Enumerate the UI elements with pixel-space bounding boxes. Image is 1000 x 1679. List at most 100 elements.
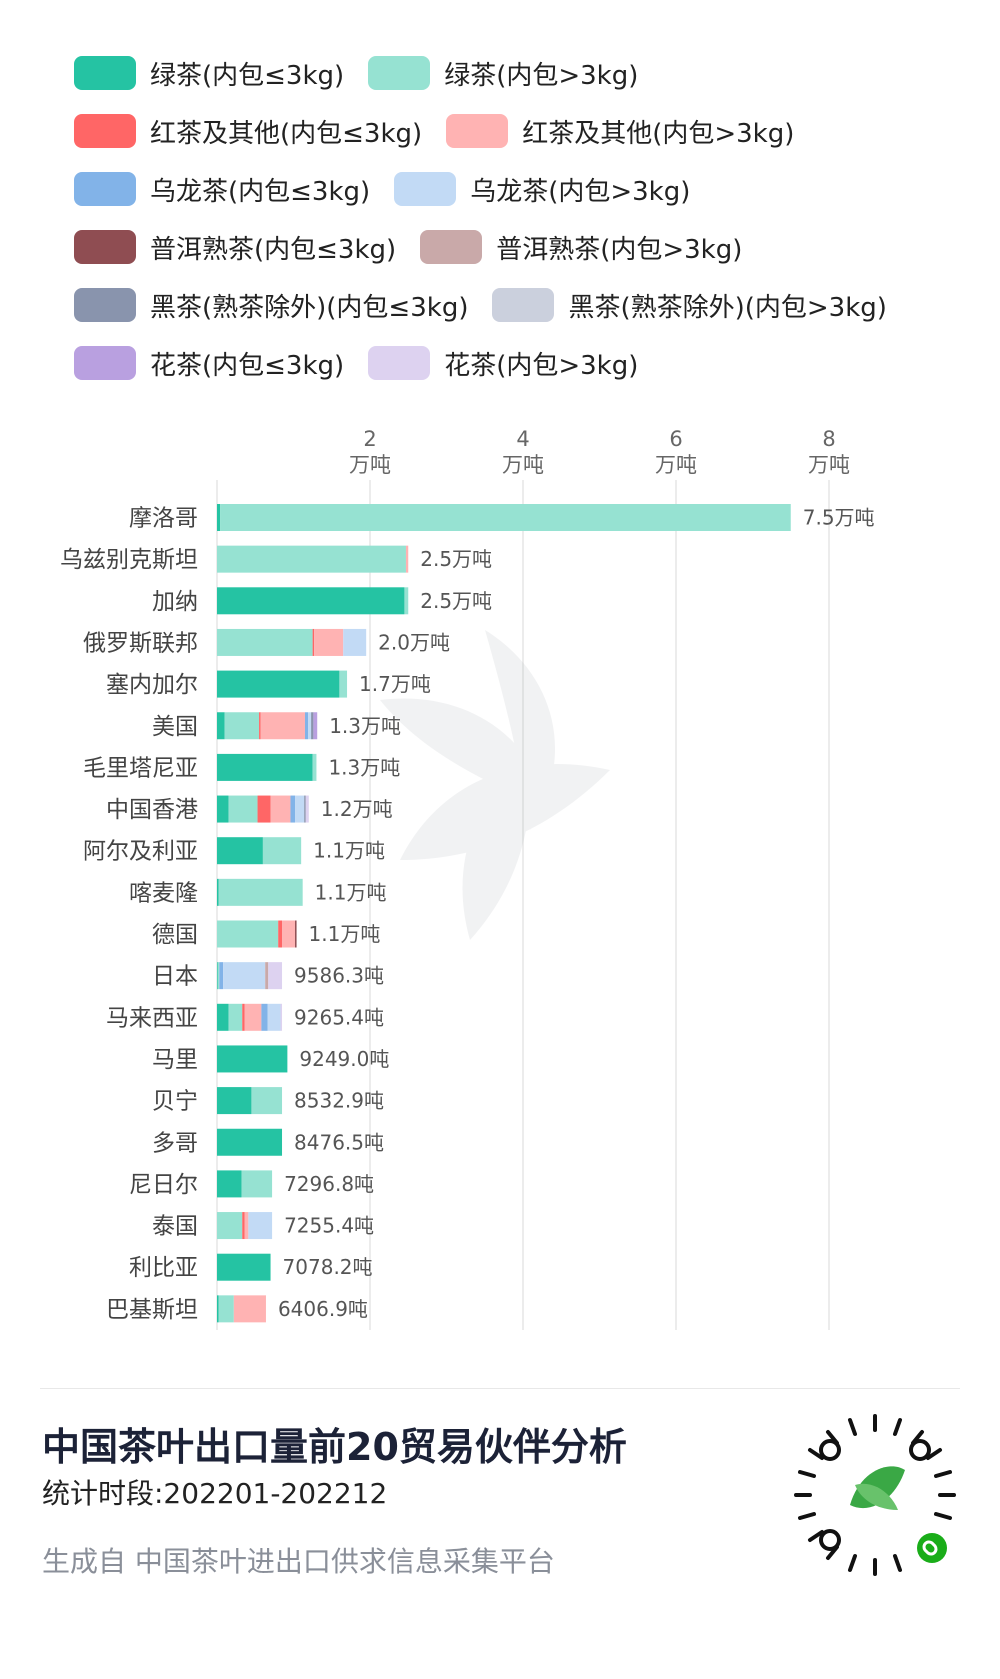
bar-segment bbox=[219, 962, 224, 990]
bar-segment bbox=[251, 1087, 283, 1115]
legend-item[interactable]: 花茶(内包≤3kg) bbox=[74, 345, 344, 382]
bar-segment bbox=[217, 1003, 229, 1031]
legend-swatch bbox=[394, 172, 457, 206]
bar-total-label: 1.7万吨 bbox=[359, 672, 431, 696]
legend-row: 花茶(内包≤3kg) 花茶(内包>3kg) bbox=[74, 334, 974, 392]
legend-swatch bbox=[446, 114, 509, 148]
bar-segment bbox=[242, 1003, 245, 1031]
legend-swatch bbox=[74, 346, 136, 380]
legend-item[interactable]: 普洱熟茶(内包≤3kg) bbox=[74, 229, 396, 266]
bar-segment bbox=[217, 670, 340, 698]
bar-segment bbox=[259, 712, 261, 740]
bar-segment bbox=[304, 712, 309, 740]
bar-segment bbox=[218, 878, 303, 906]
legend-swatch bbox=[492, 288, 555, 322]
bar-total-label: 8532.9吨 bbox=[294, 1089, 384, 1113]
category-label: 马里 bbox=[152, 1047, 198, 1073]
legend-item[interactable]: 红茶及其他(内包>3kg) bbox=[446, 113, 794, 150]
x-tick-label: 4 bbox=[516, 427, 529, 451]
legend-item[interactable]: 绿茶(内包≤3kg) bbox=[74, 55, 344, 92]
bar-segment bbox=[312, 628, 315, 656]
legend-item[interactable]: 黑茶(熟茶除外)(内包>3kg) bbox=[492, 287, 887, 324]
bar-total-label: 2.0万吨 bbox=[378, 630, 450, 654]
legend-swatch bbox=[74, 114, 136, 148]
legend-item[interactable]: 乌龙茶(内包≤3kg) bbox=[74, 171, 370, 208]
category-label: 马来西亚 bbox=[106, 1005, 198, 1031]
bar-segment bbox=[217, 962, 218, 990]
legend-label: 绿茶(内包≤3kg) bbox=[150, 60, 345, 91]
mini-program-qr-code[interactable] bbox=[790, 1410, 960, 1580]
bar-total-label: 7.5万吨 bbox=[803, 506, 875, 530]
category-label: 多哥 bbox=[152, 1130, 198, 1156]
bar-segment bbox=[228, 795, 258, 823]
legend-item[interactable]: 黑茶(熟茶除外)(内包≤3kg) bbox=[74, 287, 468, 324]
bar-segment bbox=[217, 1045, 288, 1073]
legend-label: 绿茶(内包>3kg) bbox=[444, 60, 639, 91]
category-label: 美国 bbox=[152, 714, 198, 740]
legend-row: 乌龙茶(内包≤3kg) 乌龙茶(内包>3kg) bbox=[74, 160, 974, 218]
bar-segment bbox=[217, 837, 263, 865]
bar-total-label: 1.1万吨 bbox=[315, 880, 387, 904]
legend-label: 黑茶(熟茶除外)(内包>3kg) bbox=[568, 292, 887, 323]
bar-segment bbox=[312, 753, 317, 781]
bar-segment bbox=[339, 670, 348, 698]
bar-segment bbox=[217, 1087, 252, 1115]
bar-segment bbox=[304, 795, 306, 823]
legend-label: 普洱熟茶(内包≤3kg) bbox=[150, 234, 397, 265]
legend-label: 花茶(内包>3kg) bbox=[444, 350, 639, 381]
bar-total-label: 1.2万吨 bbox=[321, 797, 393, 821]
legend-item[interactable]: 花茶(内包>3kg) bbox=[368, 345, 638, 382]
bar-segment bbox=[313, 712, 318, 740]
bar-total-label: 9249.0吨 bbox=[299, 1047, 389, 1071]
bar-segment bbox=[233, 1295, 266, 1323]
bar-total-label: 1.3万吨 bbox=[329, 714, 401, 738]
bar-segment bbox=[217, 628, 313, 656]
bar-segment bbox=[262, 837, 302, 865]
bar-total-label: 8476.5吨 bbox=[294, 1130, 384, 1154]
legend-swatch bbox=[74, 230, 136, 264]
x-tick-unit: 万吨 bbox=[808, 453, 850, 477]
bar-total-label: 9586.3吨 bbox=[294, 964, 384, 988]
legend-label: 花茶(内包≤3kg) bbox=[150, 350, 345, 381]
bar-segment bbox=[265, 962, 269, 990]
category-label: 巴基斯坦 bbox=[106, 1297, 198, 1323]
legend-item[interactable]: 绿茶(内包>3kg) bbox=[368, 55, 638, 92]
bar-segment bbox=[260, 712, 305, 740]
footer-source: 生成自 中国茶叶进出口供求信息采集平台 bbox=[42, 1545, 555, 1578]
bar-total-label: 7078.2吨 bbox=[283, 1255, 373, 1279]
x-tick-unit: 万吨 bbox=[502, 453, 544, 477]
bar-total-label: 1.3万吨 bbox=[328, 755, 400, 779]
footer-title: 中国茶叶出口量前20贸易伙伴分析 bbox=[42, 1425, 627, 1469]
bar-segment bbox=[217, 587, 405, 615]
bar-segment bbox=[290, 795, 296, 823]
category-label: 塞内加尔 bbox=[106, 672, 198, 698]
bar-segment bbox=[217, 1295, 219, 1323]
category-label: 中国香港 bbox=[106, 797, 198, 823]
category-label: 加纳 bbox=[152, 589, 198, 615]
bar-segment bbox=[228, 1003, 243, 1031]
x-tick-unit: 万吨 bbox=[655, 453, 697, 477]
bar-segment bbox=[217, 504, 221, 531]
category-label: 尼日尔 bbox=[129, 1172, 198, 1198]
bar-segment bbox=[268, 962, 283, 990]
bar-segment bbox=[405, 545, 409, 573]
legend-label: 乌龙茶(内包≤3kg) bbox=[150, 176, 371, 207]
bar-segment bbox=[308, 712, 312, 740]
bar-segment bbox=[261, 1003, 268, 1031]
legend-swatch bbox=[74, 288, 136, 322]
bar-segment bbox=[242, 1212, 245, 1240]
legend-label: 黑茶(熟茶除外)(内包≤3kg) bbox=[150, 292, 469, 323]
bar-segment bbox=[217, 753, 313, 781]
legend-item[interactable]: 普洱熟茶(内包>3kg) bbox=[420, 229, 742, 266]
bar-segment bbox=[217, 1170, 242, 1198]
bar-total-label: 7255.4吨 bbox=[284, 1214, 374, 1238]
bar-total-label: 9265.4吨 bbox=[294, 1005, 384, 1029]
bar-segment bbox=[223, 962, 266, 990]
legend-item[interactable]: 乌龙茶(内包>3kg) bbox=[394, 171, 690, 208]
bar-segment bbox=[217, 712, 225, 740]
x-tick-label: 2 bbox=[363, 427, 376, 451]
bar-segment bbox=[267, 1003, 281, 1031]
bar-segment bbox=[217, 795, 229, 823]
bar-segment bbox=[218, 1295, 234, 1323]
legend-item[interactable]: 红茶及其他(内包≤3kg) bbox=[74, 113, 422, 150]
